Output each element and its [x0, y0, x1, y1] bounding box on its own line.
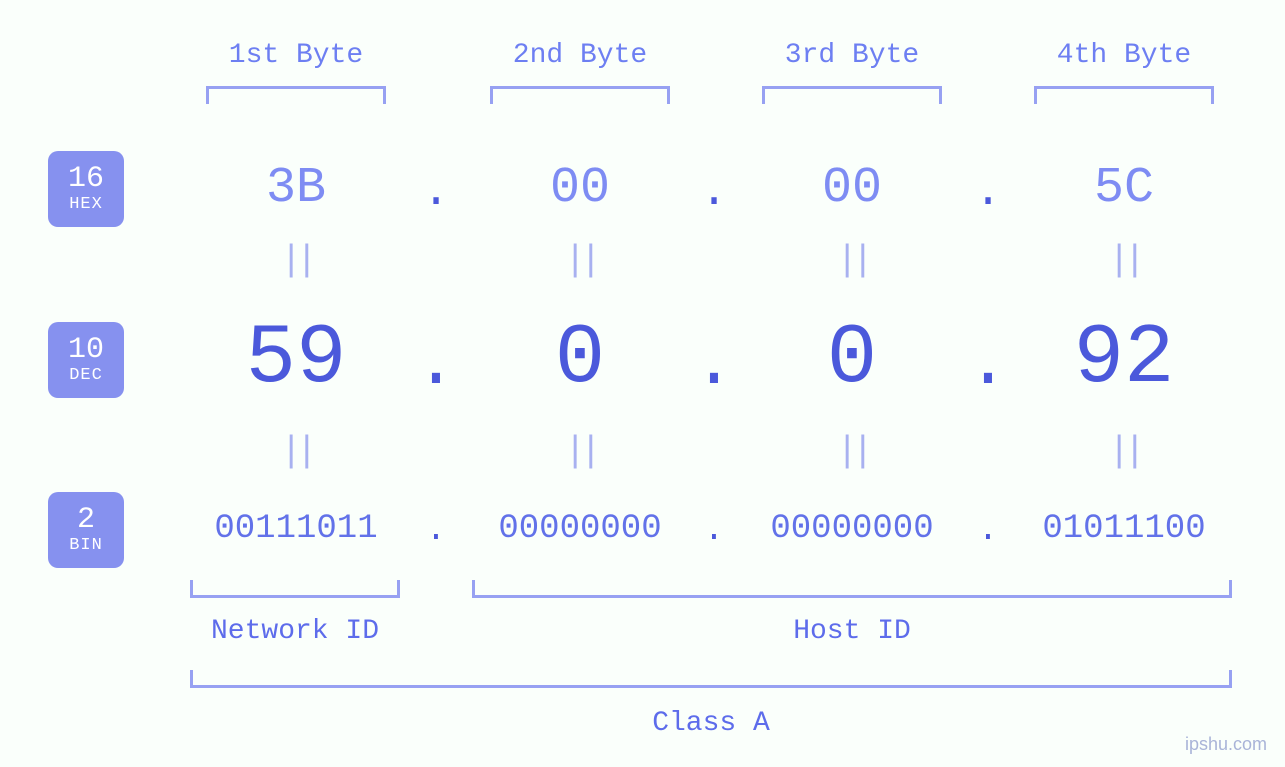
- bin-byte-1: 00111011: [166, 510, 426, 549]
- badge-hex-num: 16: [68, 164, 104, 196]
- byte-header-2: 2nd Byte: [480, 40, 680, 71]
- eq-1-3: ||: [822, 241, 882, 281]
- byte-header-4: 4th Byte: [1024, 40, 1224, 71]
- byte-header-3: 3rd Byte: [752, 40, 952, 71]
- dec-byte-4: 92: [994, 312, 1254, 409]
- hex-byte-1: 3B: [166, 160, 426, 218]
- badge-dec-num: 10: [68, 335, 104, 367]
- bin-byte-4: 01011100: [994, 510, 1254, 549]
- hex-dot-3: .: [958, 167, 1018, 218]
- eq-2-2: ||: [550, 432, 610, 472]
- byte-header-1: 1st Byte: [196, 40, 396, 71]
- label-host-id: Host ID: [702, 616, 1002, 647]
- bin-byte-3: 00000000: [722, 510, 982, 549]
- label-network-id: Network ID: [145, 616, 445, 647]
- top-bracket-2: [490, 86, 670, 104]
- hex-byte-3: 00: [722, 160, 982, 218]
- bin-dot-2: .: [684, 513, 744, 550]
- badge-dec: 10 DEC: [48, 322, 124, 398]
- badge-bin-txt: BIN: [69, 537, 103, 555]
- badge-hex-txt: HEX: [69, 196, 103, 214]
- badge-bin: 2 BIN: [48, 492, 124, 568]
- hex-dot-1: .: [406, 167, 466, 218]
- bin-byte-2: 00000000: [450, 510, 710, 549]
- top-bracket-3: [762, 86, 942, 104]
- bin-dot-1: .: [406, 513, 466, 550]
- dec-dot-1: .: [406, 327, 466, 404]
- hex-dot-2: .: [684, 167, 744, 218]
- bracket-class: [190, 670, 1232, 688]
- bracket-network-id: [190, 580, 400, 598]
- top-bracket-1: [206, 86, 386, 104]
- bin-dot-3: .: [958, 513, 1018, 550]
- dec-byte-3: 0: [722, 312, 982, 409]
- dec-byte-1: 59: [166, 312, 426, 409]
- hex-byte-4: 5C: [994, 160, 1254, 218]
- eq-1-2: ||: [550, 241, 610, 281]
- dec-dot-2: .: [684, 327, 744, 404]
- bracket-host-id: [472, 580, 1232, 598]
- eq-2-1: ||: [266, 432, 326, 472]
- eq-2-3: ||: [822, 432, 882, 472]
- badge-hex: 16 HEX: [48, 151, 124, 227]
- hex-byte-2: 00: [450, 160, 710, 218]
- badge-bin-num: 2: [77, 505, 95, 537]
- label-class: Class A: [561, 708, 861, 739]
- dec-dot-3: .: [958, 327, 1018, 404]
- watermark: ipshu.com: [1185, 734, 1267, 755]
- eq-2-4: ||: [1094, 432, 1154, 472]
- eq-1-4: ||: [1094, 241, 1154, 281]
- dec-byte-2: 0: [450, 312, 710, 409]
- eq-1-1: ||: [266, 241, 326, 281]
- badge-dec-txt: DEC: [69, 367, 103, 385]
- top-bracket-4: [1034, 86, 1214, 104]
